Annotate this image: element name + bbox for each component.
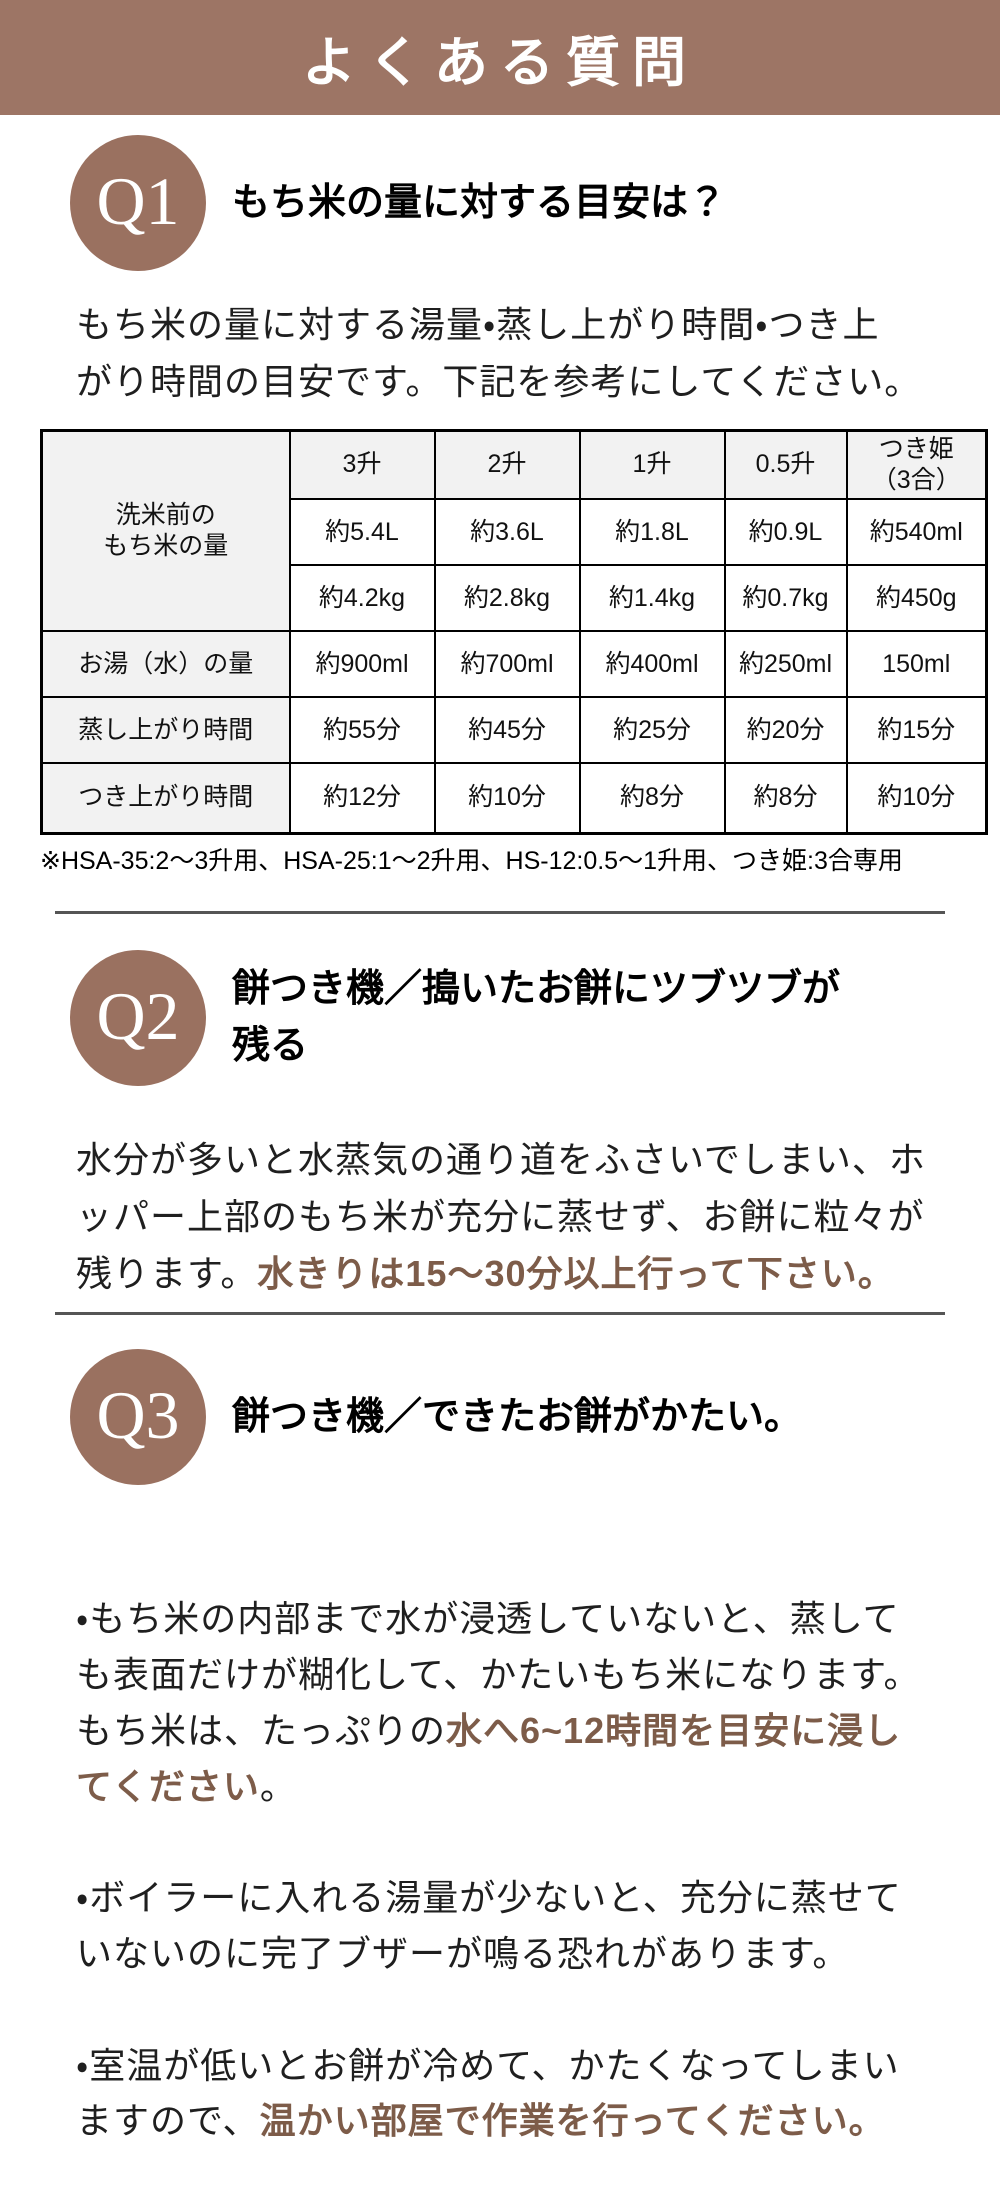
table-cell: 150ml [845, 630, 988, 699]
table-cell: 約450g [845, 564, 988, 633]
q3-bullet1-emphasis: 水へ6~12時間を目安に浸し てください [76, 1709, 902, 1807]
table-row-rice-weight: 約4.2kg 約2.8kg 約1.4kg 約0.7kg 約450g [42, 564, 988, 633]
q1-badge: Q1 [70, 135, 206, 271]
table-col-2sho: 2升 [433, 429, 581, 501]
table-cell: 約12分 [288, 762, 436, 835]
table-row-rice-volume: 約5.4L 約3.6L 約1.8L 約0.9L 約540ml [42, 498, 988, 567]
table-cell: 約2.8kg [433, 564, 581, 633]
table-cell: 約5.4L [288, 498, 436, 567]
q3-badge: Q3 [70, 1349, 206, 1486]
faq-q3-section: Q3 餅つき機／できたお餅がかたい。 ・もち米の内部まで水が浸透していないと、蒸… [40, 1349, 960, 2205]
q3-bullet3-emphasis: 温かい部屋で作業を行ってください。 [259, 2100, 886, 2142]
table-cell: 約1.4kg [578, 564, 726, 633]
table-row-steam-time: 蒸し上がり時間 約55分 約45分 約25分 約20分 約15分 [40, 696, 988, 765]
table-cell: 約10分 [845, 762, 988, 835]
table-cell: 約3.6L [433, 498, 581, 567]
table-row-pound-time: つき上がり時間 約12分 約10分 約8分 約8分 約10分 [40, 762, 988, 835]
table-cell: 約900ml [288, 630, 436, 699]
q3-answer-text: ・もち米の内部まで水が浸透していないと、蒸して も表面だけが糊化して、かたいもち… [76, 1535, 976, 2205]
table-cell: 約540ml [845, 498, 988, 567]
table-cell: 約0.9L [723, 498, 848, 567]
section-divider [55, 910, 945, 914]
table-footnote: ※HSA-35:2～3升用、HSA-25:1～2升用、HS-12:0.5～1升用… [40, 846, 903, 875]
q1-question-title: もち米の量に対する目安は？ [232, 181, 727, 224]
table-cell: 約8分 [723, 762, 848, 835]
q2-answer-plain: 水分が多いと水蒸気の通り道をふさいでしまい、ホ ッパー上部のもち米が充分に蒸せず… [76, 1138, 926, 1294]
measurement-guide-table: 洗米前の もち米の量 3升 2升 1升 0.5升 つき姫 （3合） 約5.4L … [40, 428, 988, 835]
q2-question-title: 餅つき機／搗いたお餅にツブツブが 残る [232, 967, 841, 1067]
table-cell: 約8分 [578, 762, 726, 835]
table-col-tsukihime: つき姫 （3合） [845, 429, 988, 501]
table-cell-steam-label: 蒸し上がり時間 [40, 696, 291, 765]
table-cell: 約700ml [433, 630, 581, 699]
q2-answer-text: 水分が多いと水蒸気の通り道をふさいでしまい、ホ ッパー上部のもち米が充分に蒸せず… [76, 1132, 976, 1303]
q3-bullet-room-temp: ・室温が低いとお餅が冷めて、かたくなってしまい ますので、温かい部屋で作業を行っ… [76, 2038, 976, 2150]
section-divider [55, 1312, 945, 1316]
table-col-1sho: 1升 [578, 429, 726, 501]
table-cell: 約1.8L [578, 498, 726, 567]
table-cell: 約400ml [578, 630, 726, 699]
table-cell-rice-label: 洗米前の もち米の量 [40, 429, 291, 633]
table-cell: 約25分 [578, 696, 726, 765]
q2-answer-emphasis: 水きりは15～30分以上行って下さい。 [257, 1252, 895, 1294]
q2-heading-row: Q2 餅つき機／搗いたお餅にツブツブが 残る [70, 949, 960, 1086]
table-cell-water-label: お湯（水）の量 [40, 630, 291, 699]
table-cell: 約4.2kg [288, 564, 436, 633]
q1-intro-text: もち米の量に対する湯量・蒸し上がり時間・つき上 がり時間の目安です。下記を参考に… [76, 304, 922, 402]
table-cell: 約55分 [288, 696, 436, 765]
table-cell: 約10分 [433, 762, 581, 835]
table-col-3sho: 3升 [288, 429, 436, 501]
q3-bullet-boiler: ・ボイラーに入れる湯量が少ないと、充分に蒸せて いないのに完了ブザーが鳴る恐れが… [76, 1870, 976, 1982]
table-cell-pound-label: つき上がり時間 [40, 762, 291, 835]
table-cell: 約15分 [845, 696, 988, 765]
page-header: よくある質問 [0, 0, 1000, 115]
faq-content: Q1 もち米の量に対する目安は？ もち米の量に対する湯量・蒸し上がり時間・つき上… [0, 135, 1000, 2205]
q3-heading-row: Q3 餅つき機／できたお餅がかたい。 [70, 1349, 960, 1486]
table-cell: 約20分 [723, 696, 848, 765]
table-cell: 約45分 [433, 696, 581, 765]
q3-bullet-soaking: ・もち米の内部まで水が浸透していないと、蒸して も表面だけが糊化して、かたいもち… [76, 1591, 976, 1814]
q1-heading-row: Q1 もち米の量に対する目安は？ [70, 135, 960, 271]
table-col-05sho: 0.5升 [723, 429, 848, 501]
q3-bullet1-plain: ・もち米の内部まで水が浸透していないと、蒸して も表面だけが糊化して、かたいもち… [76, 1598, 921, 1751]
table-cell: 約0.7kg [723, 564, 848, 633]
table-row-header: 洗米前の もち米の量 3升 2升 1升 0.5升 つき姫 （3合） [40, 429, 988, 633]
page-title: よくある質問 [302, 33, 698, 93]
faq-q1-section: Q1 もち米の量に対する目安は？ もち米の量に対する湯量・蒸し上がり時間・つき上… [40, 135, 988, 877]
q3-question-title: 餅つき機／できたお餅がかたい。 [232, 1395, 803, 1438]
table-row-water: お湯（水）の量 約900ml 約700ml 約400ml 約250ml 150m… [40, 630, 988, 699]
faq-q2-section: Q2 餅つき機／搗いたお餅にツブツブが 残る 水分が多いと水蒸気の通り道をふさい… [40, 949, 960, 1303]
q2-badge: Q2 [70, 949, 206, 1086]
q3-bullet1-tail: 。 [259, 1765, 297, 1807]
table-cell: 約250ml [723, 630, 848, 699]
q3-bullet2-plain: ・ボイラーに入れる湯量が少ないと、充分に蒸せて いないのに完了ブザーが鳴る恐れが… [76, 1877, 902, 1974]
